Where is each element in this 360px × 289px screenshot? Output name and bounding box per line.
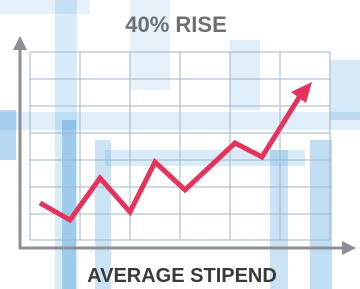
decor-bar <box>0 0 90 14</box>
y-axis-arrow <box>13 36 27 50</box>
decor-bar <box>230 40 260 110</box>
title: 40% RISE <box>125 12 227 37</box>
caption: AVERAGE STIPEND <box>87 265 277 287</box>
decor-bar <box>330 60 360 120</box>
decor-bar <box>62 120 76 289</box>
decor-bar <box>0 110 16 160</box>
trend-arrow <box>291 82 312 103</box>
x-axis-arrow <box>342 241 356 255</box>
page: 40% RISE AVERAGE STIPEND (() => { const … <box>0 0 360 289</box>
illustration: 40% RISE AVERAGE STIPEND <box>0 0 360 289</box>
